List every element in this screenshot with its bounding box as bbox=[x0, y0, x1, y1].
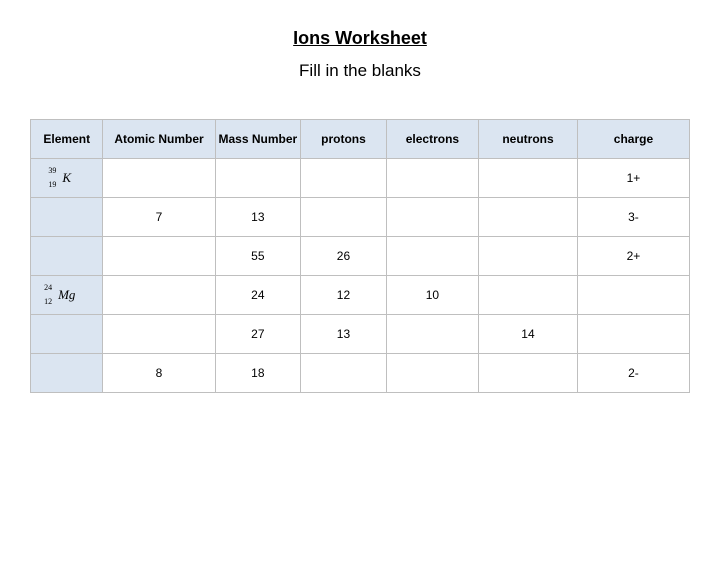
cell-mass-number bbox=[215, 159, 301, 198]
cell-mass-number: 13 bbox=[215, 198, 301, 237]
header-protons: protons bbox=[301, 120, 387, 159]
header-mass-number: Mass Number bbox=[215, 120, 301, 159]
worksheet-subtitle: Fill in the blanks bbox=[0, 61, 720, 81]
worksheet-title: Ions Worksheet bbox=[0, 28, 720, 49]
nuclide-atomic: 12 bbox=[44, 297, 52, 306]
nuclide-atomic: 19 bbox=[48, 180, 56, 189]
cell-charge: 2+ bbox=[577, 237, 689, 276]
cell-electrons bbox=[386, 159, 478, 198]
ions-table-container: Element Atomic Number Mass Number proton… bbox=[30, 119, 690, 393]
table-row: 2713 14 bbox=[31, 315, 690, 354]
cell-element: 24 12 Mg bbox=[31, 276, 103, 315]
cell-electrons bbox=[386, 198, 478, 237]
cell-atomic-number bbox=[103, 276, 215, 315]
ions-table: Element Atomic Number Mass Number proton… bbox=[30, 119, 690, 393]
cell-electrons bbox=[386, 315, 478, 354]
nuclide-mass: 39 bbox=[48, 166, 56, 175]
header-atomic-number: Atomic Number bbox=[103, 120, 215, 159]
cell-protons bbox=[301, 354, 387, 393]
table-body: 3919K1+7133-55262+2412Mg2412102713148182… bbox=[31, 159, 690, 393]
nuclide-sym: K bbox=[62, 170, 71, 185]
cell-neutrons bbox=[479, 159, 578, 198]
cell-protons: 26 bbox=[301, 237, 387, 276]
nuclide-mass: 24 bbox=[44, 283, 52, 292]
cell-charge bbox=[577, 315, 689, 354]
table-row: 818 2- bbox=[31, 354, 690, 393]
header-neutrons: neutrons bbox=[479, 120, 578, 159]
cell-element bbox=[31, 315, 103, 354]
table-row: 5526 2+ bbox=[31, 237, 690, 276]
cell-neutrons bbox=[479, 198, 578, 237]
cell-electrons: 10 bbox=[386, 276, 478, 315]
cell-protons: 12 bbox=[301, 276, 387, 315]
nuclide-symbol: 2412Mg bbox=[58, 287, 75, 303]
cell-element: 39 19 K bbox=[31, 159, 103, 198]
cell-neutrons: 14 bbox=[479, 315, 578, 354]
nuclide-symbol: 3919K bbox=[62, 170, 71, 186]
cell-atomic-number bbox=[103, 237, 215, 276]
table-row: 2412Mg241210 bbox=[31, 276, 690, 315]
cell-atomic-number bbox=[103, 159, 215, 198]
table-row: 713 3- bbox=[31, 198, 690, 237]
cell-electrons bbox=[386, 237, 478, 276]
header-charge: charge bbox=[577, 120, 689, 159]
cell-neutrons bbox=[479, 354, 578, 393]
cell-electrons bbox=[386, 354, 478, 393]
cell-mass-number: 55 bbox=[215, 237, 301, 276]
cell-protons bbox=[301, 198, 387, 237]
cell-atomic-number bbox=[103, 315, 215, 354]
cell-atomic-number: 8 bbox=[103, 354, 215, 393]
cell-element bbox=[31, 198, 103, 237]
cell-neutrons bbox=[479, 276, 578, 315]
cell-charge: 3- bbox=[577, 198, 689, 237]
cell-protons: 13 bbox=[301, 315, 387, 354]
table-header-row: Element Atomic Number Mass Number proton… bbox=[31, 120, 690, 159]
cell-element bbox=[31, 237, 103, 276]
cell-neutrons bbox=[479, 237, 578, 276]
cell-mass-number: 27 bbox=[215, 315, 301, 354]
cell-atomic-number: 7 bbox=[103, 198, 215, 237]
header-electrons: electrons bbox=[386, 120, 478, 159]
cell-charge: 2- bbox=[577, 354, 689, 393]
nuclide-sym: Mg bbox=[58, 287, 75, 302]
table-row: 39 19 K 1+ bbox=[31, 159, 690, 198]
cell-charge bbox=[577, 276, 689, 315]
cell-mass-number: 18 bbox=[215, 354, 301, 393]
cell-charge: 1+ bbox=[577, 159, 689, 198]
header-element: Element bbox=[31, 120, 103, 159]
cell-element bbox=[31, 354, 103, 393]
cell-protons bbox=[301, 159, 387, 198]
cell-mass-number: 24 bbox=[215, 276, 301, 315]
